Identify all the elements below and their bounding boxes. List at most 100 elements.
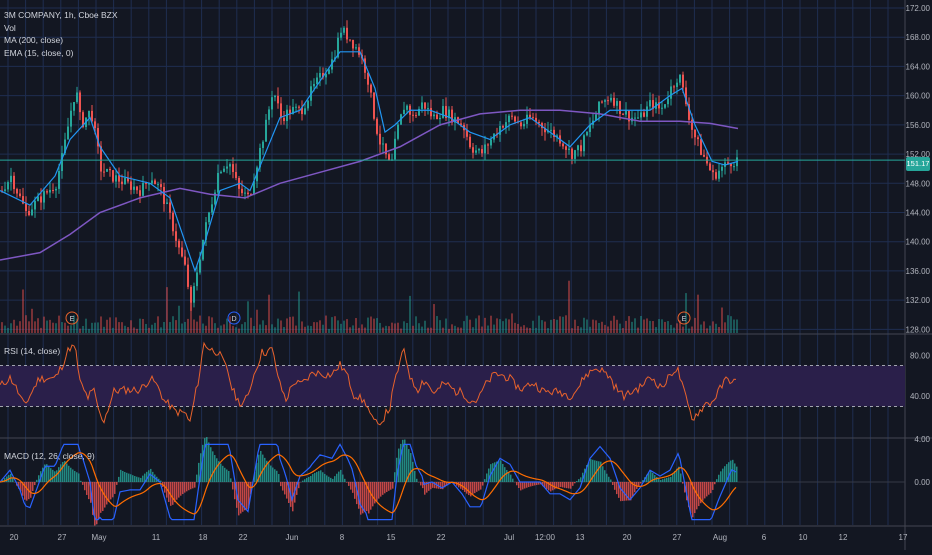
macd-histogram-bar xyxy=(216,458,218,482)
candle-body xyxy=(436,115,438,120)
candle-body xyxy=(226,166,228,168)
candle-body xyxy=(382,144,384,145)
candle-body xyxy=(529,115,531,118)
volume-bar xyxy=(538,316,540,333)
ema-legend[interactable]: EMA (15, close, 0) xyxy=(4,47,118,60)
volume-legend[interactable]: Vol xyxy=(4,22,118,35)
price-axis-label: 168.00 xyxy=(906,33,931,42)
main-legend: 3M COMPANY, 1h, Cboe BZX Vol MA (200, cl… xyxy=(4,9,118,59)
candle-body xyxy=(166,202,168,203)
candle-body xyxy=(355,47,357,48)
candle-body xyxy=(499,126,501,135)
candle-body xyxy=(247,193,249,194)
volume-bar xyxy=(544,322,546,333)
candle-body xyxy=(571,149,573,159)
volume-bar xyxy=(301,321,303,333)
volume-bar xyxy=(256,310,258,333)
volume-bar xyxy=(457,327,459,333)
macd-title[interactable]: MACD (12, 26, close, 9) xyxy=(4,450,95,463)
volume-bar xyxy=(625,321,627,333)
macd-histogram-bar xyxy=(68,466,70,482)
candle-body xyxy=(427,108,429,109)
volume-bar xyxy=(451,324,453,333)
volume-bar xyxy=(478,315,480,333)
volume-bar xyxy=(721,308,723,333)
macd-histogram-bar xyxy=(58,467,60,482)
volume-bar xyxy=(487,326,489,333)
volume-bar xyxy=(556,320,558,333)
macd-histogram-bar xyxy=(112,482,114,497)
candle-body xyxy=(532,117,534,118)
rsi-title[interactable]: RSI (14, close) xyxy=(4,345,60,358)
macd-histogram-bar xyxy=(98,482,100,519)
macd-histogram-bar xyxy=(30,482,32,498)
macd-histogram-bar xyxy=(550,482,552,491)
macd-histogram-bar xyxy=(302,481,304,482)
volume-bar xyxy=(397,323,399,333)
macd-histogram-bar xyxy=(560,482,562,487)
candle-body xyxy=(46,191,48,192)
volume-bar xyxy=(667,321,669,333)
candle-body xyxy=(55,189,57,191)
macd-histogram-bar xyxy=(616,482,618,494)
candle-body xyxy=(178,241,180,248)
macd-histogram-bar xyxy=(180,482,182,496)
volume-bar xyxy=(691,327,693,333)
volume-bar xyxy=(241,324,243,333)
candle-body xyxy=(484,144,486,153)
volume-bar xyxy=(652,321,654,333)
volume-bar xyxy=(145,324,147,333)
volume-bar xyxy=(661,319,663,333)
volume-bar xyxy=(325,316,327,333)
price-axis-label: 164.00 xyxy=(906,62,931,71)
candle-body xyxy=(184,257,186,265)
volume-bar xyxy=(1,322,3,333)
macd-histogram-bar xyxy=(318,471,320,482)
macd-histogram-bar xyxy=(260,451,262,482)
ma-legend[interactable]: MA (200, close) xyxy=(4,34,118,47)
candle-body xyxy=(508,116,510,122)
volume-bar xyxy=(589,327,591,333)
macd-histogram-bar xyxy=(378,482,380,499)
volume-bar xyxy=(361,324,363,333)
candle-body xyxy=(208,212,210,222)
volume-bar xyxy=(310,326,312,333)
macd-histogram-bar xyxy=(602,466,604,482)
volume-bar xyxy=(541,320,543,333)
volume-bar xyxy=(460,328,462,333)
volume-bar xyxy=(448,329,450,333)
macd-histogram-bar xyxy=(370,482,372,510)
candle-body xyxy=(196,272,198,286)
candle-body xyxy=(169,202,171,212)
macd-histogram-bar xyxy=(620,482,622,501)
volume-bar xyxy=(427,328,429,333)
volume-bar xyxy=(610,321,612,333)
candle-body xyxy=(700,139,702,155)
symbol-title[interactable]: 3M COMPANY, 1h, Cboe BZX xyxy=(4,9,118,22)
volume-bar xyxy=(676,323,678,333)
candle-body xyxy=(562,144,564,147)
volume-bar xyxy=(343,321,345,333)
volume-bar xyxy=(262,320,264,333)
candle-body xyxy=(670,86,672,98)
macd-histogram-bar xyxy=(478,482,480,491)
candle-body xyxy=(13,176,15,189)
volume-bar xyxy=(511,313,513,333)
candle-body xyxy=(328,70,330,74)
volume-bar xyxy=(565,315,567,333)
volume-bar xyxy=(181,324,183,333)
volume-bar xyxy=(157,316,159,333)
volume-bar xyxy=(715,324,717,333)
volume-bar xyxy=(514,323,516,333)
candle-body xyxy=(481,149,483,153)
volume-bar xyxy=(52,323,54,333)
macd-histogram-bar xyxy=(510,475,512,482)
candle-body xyxy=(19,194,21,197)
candle-body xyxy=(307,101,309,109)
macd-histogram-bar xyxy=(626,482,628,501)
volume-bar xyxy=(64,323,66,333)
macd-histogram-bar xyxy=(88,482,90,499)
candle-body xyxy=(115,175,117,181)
volume-bar xyxy=(736,319,738,333)
